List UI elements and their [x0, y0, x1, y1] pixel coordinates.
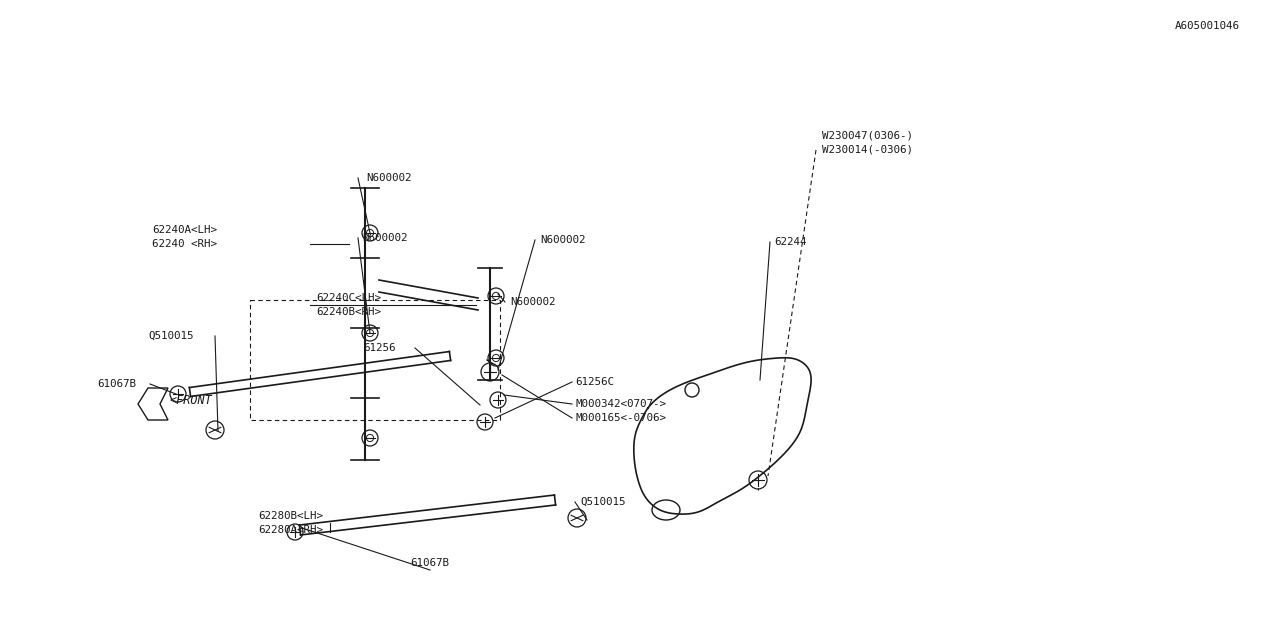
Text: Q510015: Q510015 [580, 497, 626, 507]
Text: N600002: N600002 [366, 173, 411, 183]
Text: 62244: 62244 [774, 237, 806, 247]
Text: 62240A<LH>: 62240A<LH> [152, 225, 218, 235]
Text: 62280B<LH>: 62280B<LH> [259, 511, 323, 521]
Text: 61256: 61256 [364, 343, 397, 353]
Text: 61067B: 61067B [97, 379, 136, 389]
Text: 62240B<RH>: 62240B<RH> [316, 307, 381, 317]
Text: 61256C: 61256C [575, 377, 614, 387]
Text: N600002: N600002 [540, 235, 585, 245]
Text: 62240 <RH>: 62240 <RH> [152, 239, 218, 249]
Polygon shape [138, 388, 168, 420]
Text: N600002: N600002 [362, 233, 407, 243]
Text: W230014(-0306): W230014(-0306) [822, 145, 913, 155]
Text: 61067B: 61067B [411, 558, 449, 568]
Text: Q510015: Q510015 [148, 331, 193, 341]
Text: 62280A<RH>: 62280A<RH> [259, 525, 323, 535]
Text: M000342<0707->: M000342<0707-> [575, 399, 666, 409]
Text: M000165<-0706>: M000165<-0706> [575, 413, 666, 423]
Text: N600002: N600002 [509, 297, 556, 307]
Text: <FRONT: <FRONT [170, 394, 212, 406]
Text: W230047(0306-): W230047(0306-) [822, 131, 913, 141]
Text: A605001046: A605001046 [1175, 21, 1240, 31]
Text: 62240C<LH>: 62240C<LH> [316, 293, 381, 303]
